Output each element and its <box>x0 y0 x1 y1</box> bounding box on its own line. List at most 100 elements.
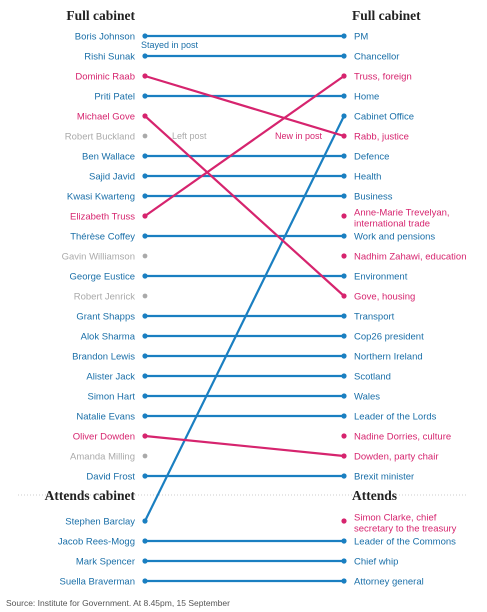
end-dot <box>341 273 347 279</box>
end-dot <box>341 53 347 59</box>
right-role-label: Defence <box>354 152 389 163</box>
end-dot <box>341 253 347 259</box>
end-dot <box>341 33 347 39</box>
right-role-label: Rabb, justice <box>354 132 409 143</box>
end-dot <box>341 453 347 459</box>
moved-lines <box>144 74 345 458</box>
left-name-label: Sajid Javid <box>89 172 135 183</box>
start-dot <box>142 558 148 564</box>
end-dot <box>341 213 347 219</box>
start-dot <box>142 173 148 179</box>
start-dot <box>142 393 148 399</box>
left-name-label: Jacob Rees-Mogg <box>58 537 135 548</box>
right-role-labels: PM Chancellor Truss, foreign Home Cabinet Of… <box>354 32 466 588</box>
end-dot <box>341 293 347 299</box>
moved-line <box>144 115 345 297</box>
end-dot <box>341 538 347 544</box>
end-dot <box>341 393 347 399</box>
start-dot <box>142 273 148 279</box>
right-role-label: PM <box>354 32 368 43</box>
left-name-label: Gavin Williamson <box>62 252 135 263</box>
left-header-full-cabinet: Full cabinet <box>66 8 135 23</box>
right-role-label: Chief whip <box>354 557 398 568</box>
left-header-attends-cabinet: Attends cabinet <box>45 488 136 503</box>
moved-line <box>144 434 345 458</box>
left-name-label: Ben Wallace <box>82 152 135 163</box>
end-dot <box>341 518 347 524</box>
right-role-label: Scotland <box>354 372 391 383</box>
right-role-label: Home <box>354 92 379 103</box>
right-role-label-line2: international trade <box>354 219 430 230</box>
right-role-label: Nadine Dorries, culture <box>354 432 451 443</box>
end-dot <box>341 233 347 239</box>
end-dot <box>341 473 347 479</box>
left-name-labels: Boris Johnson Rishi Sunak Dominic Raab Prit… <box>58 32 136 588</box>
right-role-label: Leader of the Commons <box>354 537 456 548</box>
right-role-label: Simon Clarke, chief <box>354 513 437 524</box>
left-name-label: Simon Hart <box>87 392 135 403</box>
start-dot <box>142 333 148 339</box>
right-role-label: Environment <box>354 272 408 283</box>
start-dot <box>142 578 148 584</box>
left-name-label: Elizabeth Truss <box>70 212 135 223</box>
right-role-label: Anne-Marie Trevelyan, <box>354 208 450 219</box>
end-dot <box>341 173 347 179</box>
end-dot <box>341 73 347 79</box>
start-dot <box>142 413 148 419</box>
annotation-new-in-post: New in post <box>275 131 323 141</box>
stayed-lines <box>144 34 345 583</box>
start-dot <box>142 518 148 524</box>
left-name-label: Mark Spencer <box>76 557 135 568</box>
moved-line <box>144 74 345 138</box>
right-role-label: Brexit minister <box>354 472 414 483</box>
right-role-label: Transport <box>354 312 395 323</box>
left-name-label: Kwasi Kwarteng <box>67 192 135 203</box>
right-role-label: Dowden, party chair <box>354 452 438 463</box>
end-dot <box>341 413 347 419</box>
left-post-dot <box>142 133 148 139</box>
right-role-label-line2: secretary to the treasury <box>354 524 457 535</box>
start-dot <box>142 538 148 544</box>
moved-line <box>144 75 345 217</box>
annotation-left-post: Left post <box>172 131 207 141</box>
end-dot <box>341 373 347 379</box>
start-dot <box>142 313 148 319</box>
right-header-attends: Attends <box>352 488 397 503</box>
start-dot <box>142 73 148 79</box>
end-dot <box>341 433 347 439</box>
end-dot <box>341 133 347 139</box>
left-name-label: Thérèse Coffey <box>70 232 135 243</box>
left-name-label: Alister Jack <box>86 372 135 383</box>
end-dot <box>341 93 347 99</box>
source-note: Source: Institute for Government. At 8.4… <box>6 598 230 608</box>
left-name-label: David Frost <box>86 472 135 483</box>
start-dot <box>142 353 148 359</box>
end-dot <box>341 353 347 359</box>
right-role-label: Attorney general <box>354 577 424 588</box>
start-dot <box>142 213 148 219</box>
start-dot <box>142 33 148 39</box>
left-name-label: Dominic Raab <box>75 72 135 83</box>
start-dot <box>142 193 148 199</box>
start-dot <box>142 93 148 99</box>
left-name-label: George Eustice <box>70 272 135 283</box>
right-role-label: Leader of the Lords <box>354 412 437 423</box>
start-dot <box>142 153 148 159</box>
annotation-stayed-in-post: Stayed in post <box>141 40 199 50</box>
right-role-label: Wales <box>354 392 380 403</box>
right-role-label: Nadhim Zahawi, education <box>354 252 466 263</box>
end-dot <box>341 193 347 199</box>
left-post-dot <box>142 253 148 259</box>
dots <box>142 33 347 584</box>
end-dot <box>341 113 347 119</box>
left-post-dot <box>142 293 148 299</box>
left-name-label: Grant Shapps <box>76 312 135 323</box>
left-name-label: Brandon Lewis <box>72 352 135 363</box>
start-dot <box>142 53 148 59</box>
right-role-label: Chancellor <box>354 52 399 63</box>
end-dot <box>341 153 347 159</box>
left-post-dot <box>142 453 148 459</box>
right-role-label: Gove, housing <box>354 292 415 303</box>
start-dot <box>142 473 148 479</box>
